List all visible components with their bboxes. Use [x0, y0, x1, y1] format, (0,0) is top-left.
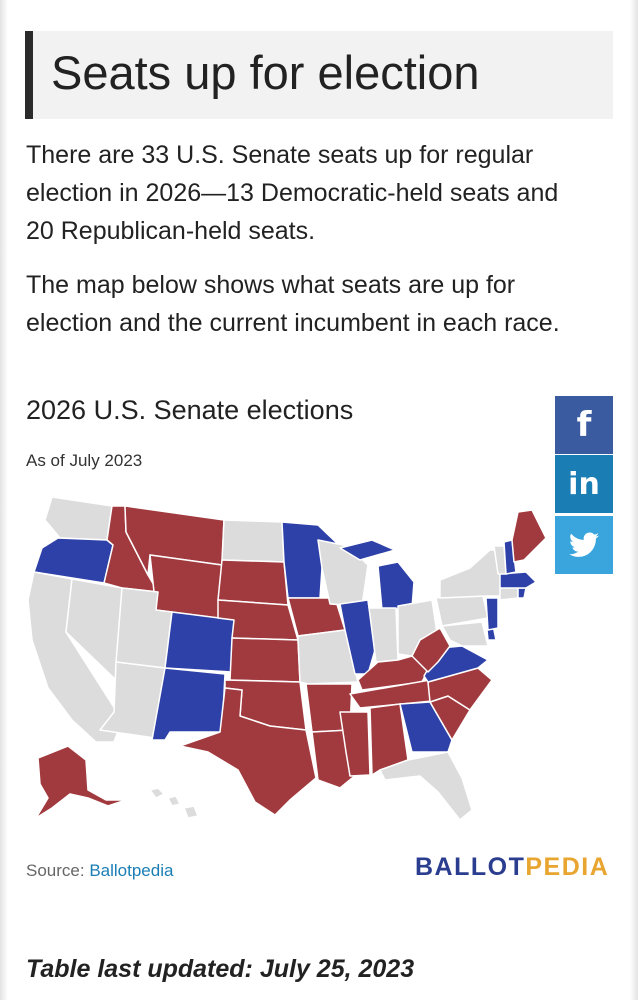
twitter-bird-icon — [569, 532, 599, 557]
state-maryland — [441, 621, 489, 647]
state-hawaii — [149, 787, 199, 819]
state-north-dakota — [221, 519, 285, 563]
section-heading: Seats up for election — [51, 46, 480, 99]
facebook-icon: f — [576, 405, 592, 445]
facebook-share-button[interactable]: f — [555, 396, 613, 454]
state-georgia — [399, 701, 453, 753]
ballotpedia-logo: BALLOTPEDIA — [415, 853, 610, 881]
section-heading-box: Seats up for election — [25, 31, 613, 119]
state-texas — [179, 687, 317, 816]
state-wyoming — [149, 554, 223, 619]
right-edge-shadow — [630, 0, 638, 1000]
state-kansas — [229, 637, 301, 683]
state-west-virginia — [411, 627, 451, 673]
linkedin-icon: in — [568, 466, 600, 502]
state-washington — [44, 496, 113, 541]
map-subtitle: As of July 2023 — [26, 451, 143, 470]
state-south-dakota — [217, 559, 289, 606]
state-rhode-island — [517, 587, 527, 599]
state-new-mexico — [151, 667, 226, 741]
source-label: Source: — [26, 861, 85, 880]
state-alaska — [35, 745, 127, 819]
source-link[interactable]: Ballotpedia — [89, 861, 174, 880]
map-description-paragraph: The map below shows what seats are up fo… — [26, 271, 560, 337]
state-arizona — [99, 661, 166, 739]
state-massachusetts — [499, 571, 537, 589]
map-title: 2026 U.S. Senate elections — [26, 395, 354, 425]
state-michigan — [339, 539, 415, 611]
state-new-jersey — [485, 597, 499, 631]
state-minnesota — [281, 521, 343, 599]
state-maine — [511, 509, 547, 563]
linkedin-share-button[interactable]: in — [555, 455, 613, 513]
state-florida — [379, 751, 473, 821]
state-colorado — [164, 611, 236, 673]
state-mississippi — [339, 711, 371, 777]
intro-paragraph: There are 33 U.S. Senate seats up for re… — [26, 141, 559, 245]
left-edge-shadow — [0, 0, 8, 1000]
twitter-share-button[interactable] — [555, 516, 613, 574]
us-senate-map — [27, 496, 547, 821]
source-line: Source: Ballotpedia — [26, 861, 173, 881]
table-last-updated: Table last updated: July 25, 2023 — [26, 955, 415, 983]
